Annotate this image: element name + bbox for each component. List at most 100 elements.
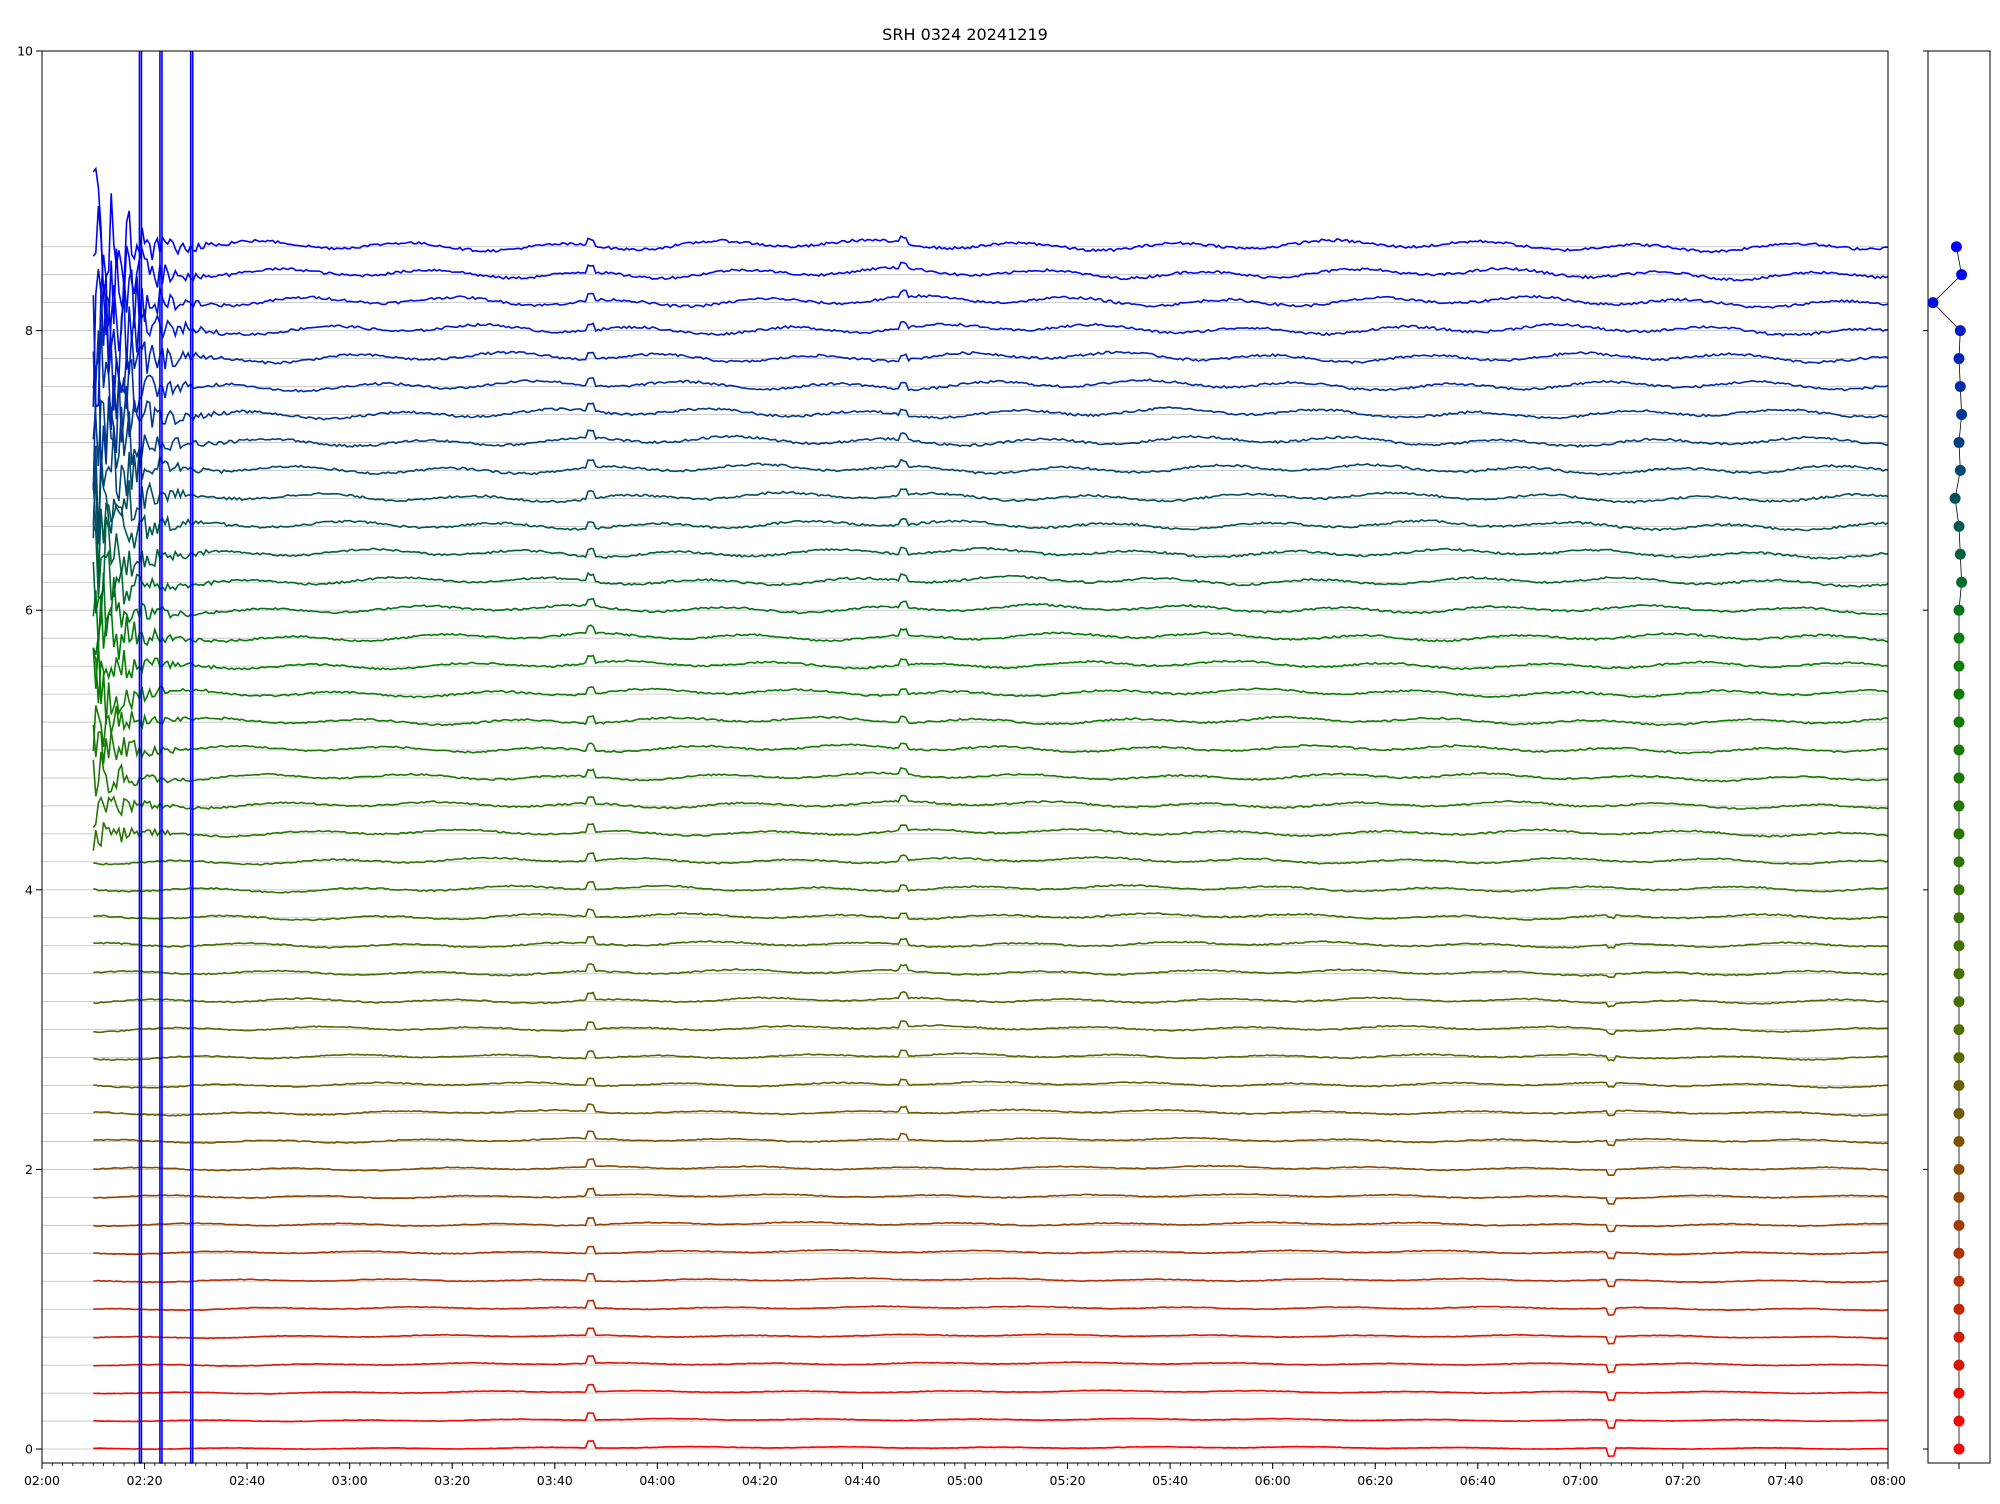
chart-title: SRH 0324 20241219 (882, 25, 1048, 44)
side-point (1953, 1219, 1965, 1231)
y-tick-label: 6 (25, 603, 33, 618)
y-tick-label: 8 (25, 323, 33, 338)
series-line (93, 1412, 1889, 1429)
side-point (1953, 1415, 1965, 1427)
side-point (1954, 548, 1966, 560)
x-tick-label: 03:00 (332, 1473, 368, 1488)
series-line (93, 1217, 1889, 1233)
series-line (93, 935, 1889, 949)
series-line (92, 642, 1889, 705)
series-line (93, 962, 1889, 979)
series-line (93, 1299, 1889, 1316)
side-plot (1923, 50, 1991, 1469)
side-point (1953, 772, 1965, 784)
y-tick-label: 0 (25, 1442, 33, 1457)
x-tick-label: 05:20 (1050, 1473, 1086, 1488)
series-line (92, 323, 1889, 440)
series-line (93, 908, 1889, 922)
series-line (93, 1158, 1889, 1177)
x-tick-label: 03:20 (434, 1473, 470, 1488)
x-tick-label: 07:40 (1767, 1473, 1803, 1488)
series-line (93, 1077, 1888, 1089)
series-line (92, 425, 1889, 542)
series-line (93, 1020, 1889, 1036)
x-tick-label: 04:40 (844, 1473, 880, 1488)
spike-line (138, 51, 143, 1464)
side-point (1953, 632, 1965, 644)
series-line (93, 1049, 1889, 1062)
series-line (92, 590, 1889, 660)
side-point (1953, 828, 1965, 840)
series-line (93, 990, 1889, 1008)
grid-lines (42, 246, 1888, 1450)
side-point (1954, 381, 1966, 393)
series-line (93, 1130, 1889, 1147)
series-line (93, 880, 1889, 894)
series-line (92, 330, 1889, 491)
side-point (1953, 744, 1965, 756)
series-line (92, 822, 1889, 851)
spike-line (159, 51, 163, 1464)
side-point (1954, 464, 1966, 476)
side-point (1953, 1191, 1965, 1203)
side-point (1953, 1331, 1965, 1343)
side-point (1953, 688, 1965, 700)
side-point (1956, 408, 1968, 420)
x-tick-label: 04:20 (742, 1473, 778, 1488)
x-axis-ticks: 02:00 02:20 02:40 03:00 03:20 03:40 04:00 04:20… (24, 1463, 1906, 1488)
side-point (1953, 856, 1965, 868)
x-tick-label: 06:20 (1357, 1473, 1393, 1488)
side-point (1954, 325, 1966, 337)
side-point (1950, 241, 1962, 253)
side-point (1953, 884, 1965, 896)
series-line (92, 469, 1889, 545)
side-point (1953, 436, 1965, 448)
series-line (92, 351, 1889, 469)
side-point (1953, 1107, 1965, 1119)
series-line (93, 1355, 1888, 1374)
title-layer: SRH 0324 20241219 (882, 25, 1048, 44)
side-point (1953, 660, 1965, 672)
series-line (92, 166, 1889, 298)
side-point (1953, 800, 1965, 812)
traces (92, 51, 1889, 1464)
side-connector-line (1932, 246, 1963, 1449)
main-plot: 02:00 02:20 02:40 03:00 03:20 03:40 04:00 04:20… (17, 44, 1906, 1489)
side-point (1953, 1303, 1965, 1315)
series-line (93, 1103, 1889, 1117)
series-line (93, 852, 1889, 866)
side-point (1953, 1387, 1965, 1399)
side-point (1949, 492, 1961, 504)
series-line (92, 724, 1889, 765)
side-point (1953, 1359, 1965, 1371)
x-tick-label: 02:00 (24, 1473, 60, 1488)
series-line (92, 794, 1889, 829)
series-line (93, 1327, 1889, 1345)
side-point (1953, 968, 1965, 980)
side-point (1956, 576, 1968, 588)
series-line (93, 1245, 1889, 1260)
x-tick-label: 03:40 (537, 1473, 573, 1488)
side-point (1953, 940, 1965, 952)
series-line (92, 751, 1889, 797)
x-tick-label: 02:20 (127, 1473, 163, 1488)
side-point (1953, 1443, 1965, 1455)
series-line (93, 1440, 1889, 1458)
series-line (92, 254, 1889, 407)
series-line (92, 205, 1889, 336)
series-line (92, 523, 1889, 605)
series-line (92, 284, 1889, 411)
spike-line (189, 51, 194, 1464)
side-point (1953, 1135, 1965, 1147)
side-point (1927, 297, 1939, 309)
series-line (92, 468, 1889, 584)
x-tick-label: 02:40 (229, 1473, 265, 1488)
series-line (93, 1383, 1889, 1402)
series-line (93, 1187, 1889, 1205)
side-point (1953, 1163, 1965, 1175)
x-tick-label: 06:00 (1255, 1473, 1291, 1488)
side-point (1953, 353, 1965, 365)
side-point (1953, 1080, 1965, 1092)
